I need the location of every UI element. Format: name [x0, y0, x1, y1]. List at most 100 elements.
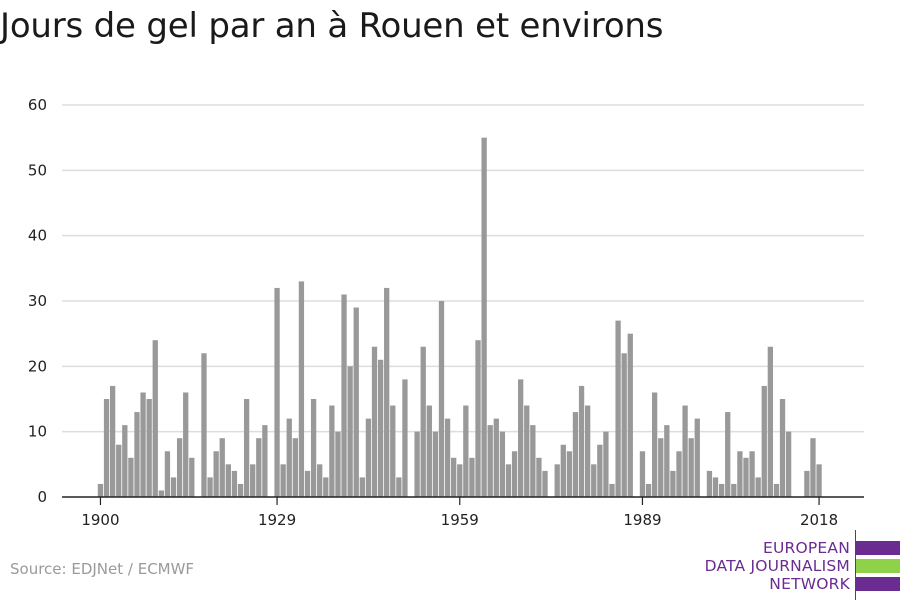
bar	[554, 464, 560, 497]
bar	[444, 418, 451, 497]
bar	[122, 425, 128, 497]
logo-bar-middle	[856, 559, 900, 573]
x-tick-label: 1959	[441, 511, 479, 529]
bar	[109, 385, 116, 497]
bar	[487, 425, 493, 497]
x-tick-label: 1989	[623, 511, 661, 529]
bar	[286, 418, 292, 497]
bar	[262, 425, 268, 497]
bar	[603, 431, 609, 497]
bar	[304, 470, 311, 497]
bar	[536, 457, 542, 497]
bar	[816, 464, 822, 497]
bar	[585, 405, 591, 497]
y-tick-labels: 0 10 20 30 40 50 60	[28, 96, 47, 506]
bar	[475, 340, 481, 497]
y-tick-label: 20	[28, 357, 47, 375]
bar	[469, 457, 475, 497]
bar	[645, 483, 652, 497]
bar	[804, 470, 810, 497]
bar	[353, 307, 359, 497]
bar	[651, 392, 658, 497]
bar	[767, 346, 773, 497]
bar	[243, 399, 250, 497]
bar	[451, 457, 457, 497]
bar	[128, 457, 134, 497]
edjnet-logo[interactable]: EUROPEAN DATA JOURNALISM NETWORK	[700, 530, 900, 600]
bar	[97, 483, 104, 497]
bar	[213, 451, 219, 497]
bar	[718, 483, 725, 497]
bar	[359, 477, 365, 497]
bar	[390, 405, 396, 497]
bar	[688, 438, 694, 497]
bar	[347, 366, 353, 497]
bar	[256, 438, 262, 497]
bar	[438, 301, 445, 497]
bar	[225, 464, 231, 497]
x-tick-label: 1929	[258, 511, 296, 529]
bar	[134, 412, 140, 497]
bar	[597, 444, 603, 497]
bar	[773, 483, 780, 497]
bar	[682, 405, 688, 497]
bar	[518, 379, 524, 497]
logo-text-line-2: DATA JOURNALISM	[704, 557, 850, 575]
bar	[426, 405, 432, 497]
bar	[591, 464, 597, 497]
bar	[639, 451, 646, 497]
bar	[414, 431, 420, 497]
bar	[615, 320, 621, 497]
bar	[572, 412, 579, 497]
bar	[274, 287, 280, 497]
bar	[737, 451, 743, 497]
bar	[481, 137, 487, 498]
bar	[810, 438, 816, 497]
bar	[298, 281, 305, 497]
bar	[749, 451, 755, 497]
bar	[323, 477, 329, 497]
bar	[627, 333, 633, 497]
logo-separator	[855, 530, 856, 600]
y-tick-label: 60	[28, 96, 47, 114]
bar	[578, 385, 585, 497]
source-note: Source: EDJNet / ECMWF	[10, 560, 195, 578]
bar	[146, 399, 152, 497]
bar	[725, 412, 731, 497]
bar	[201, 353, 207, 497]
y-tick-label: 50	[28, 161, 47, 179]
chart-title: Jours de gel par an à Rouen et environs	[0, 6, 664, 46]
bar	[694, 418, 700, 497]
bar	[432, 431, 439, 497]
bar	[712, 477, 719, 497]
bar	[335, 431, 341, 497]
bar-chart: 0 10 20 30 40 50 60 1900 1929 1959 1989 2018	[28, 96, 864, 529]
bar	[785, 431, 792, 497]
bar	[511, 451, 518, 497]
bar	[207, 477, 213, 497]
bar	[530, 425, 536, 497]
bar	[560, 444, 566, 497]
bar	[170, 477, 177, 497]
bar	[664, 425, 670, 497]
bar	[250, 464, 256, 497]
bar	[621, 353, 627, 497]
bar	[310, 399, 317, 497]
bar	[189, 457, 195, 497]
logo-bar-top	[856, 541, 900, 555]
y-tick-label: 0	[37, 488, 47, 506]
bar	[384, 287, 390, 497]
logo-bar-bottom	[856, 577, 900, 591]
bars	[97, 137, 822, 498]
bar	[566, 451, 573, 497]
bar	[371, 346, 378, 497]
bar	[377, 359, 384, 497]
bar	[292, 438, 298, 497]
bar	[231, 470, 238, 497]
bar	[676, 451, 682, 497]
bar	[152, 340, 158, 497]
bar	[183, 392, 189, 497]
bar	[237, 483, 244, 497]
bar	[140, 392, 146, 497]
bar	[505, 464, 512, 497]
